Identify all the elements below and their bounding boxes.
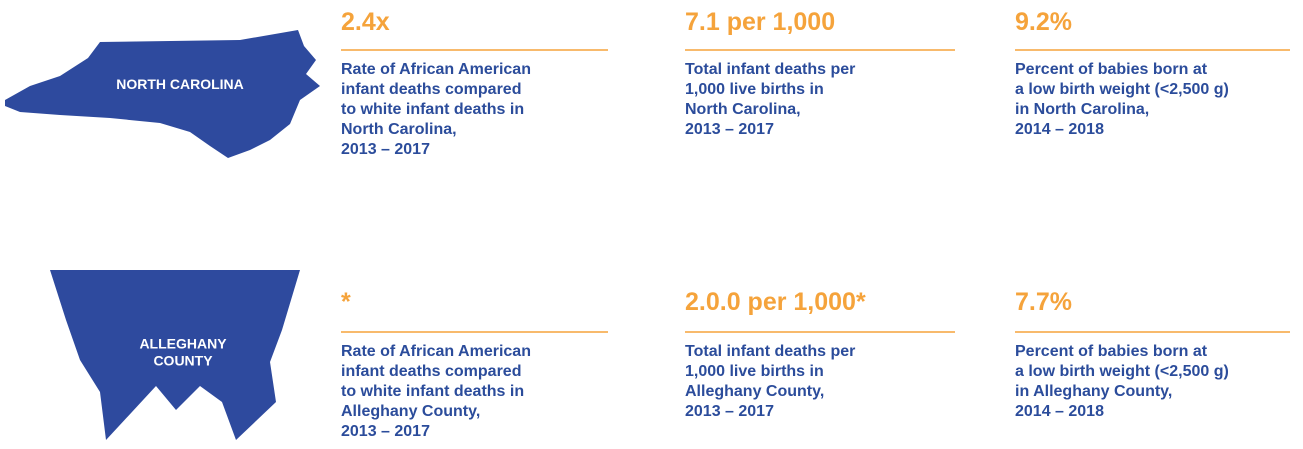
stat-description: infant deaths compared [341, 81, 521, 98]
stat-description: 1,000 live births in [685, 363, 824, 380]
stat-description: 2014 – 2018 [1015, 403, 1104, 420]
stat-description: North Carolina, [685, 101, 801, 118]
stat-description: to white infant deaths in [341, 101, 524, 118]
stat-description: Total infant deaths per [685, 61, 855, 78]
alleghany-county-map [50, 270, 300, 440]
stat-description: 2014 – 2018 [1015, 121, 1104, 138]
stat-description: 2013 – 2017 [341, 423, 430, 440]
region-label: COUNTY [153, 353, 213, 369]
north-carolina-map [5, 30, 320, 158]
region-label: NORTH CAROLINA [116, 76, 244, 92]
stat-description: a low birth weight (<2,500 g) [1015, 363, 1229, 380]
stat-description: 1,000 live births in [685, 81, 824, 98]
stat-value: 2.4x [341, 8, 390, 36]
stat-value: * [341, 288, 351, 316]
stat-description: in Alleghany County, [1015, 383, 1172, 400]
region-label: ALLEGHANY [139, 336, 227, 352]
stat-description: Total infant deaths per [685, 343, 855, 360]
stat-value: 7.1 per 1,000 [685, 8, 835, 36]
stat-value: 7.7% [1015, 288, 1072, 316]
stat-description: Percent of babies born at [1015, 343, 1208, 360]
stat-description: Alleghany County, [685, 383, 824, 400]
stat-description: in North Carolina, [1015, 101, 1149, 118]
stat-description: a low birth weight (<2,500 g) [1015, 81, 1229, 98]
stat-value: 9.2% [1015, 8, 1072, 36]
stat-description: Alleghany County, [341, 403, 480, 420]
stat-description: 2013 – 2017 [341, 141, 430, 158]
stat-description: Rate of African American [341, 343, 531, 360]
stat-description: 2013 – 2017 [685, 403, 774, 420]
stat-description: infant deaths compared [341, 363, 521, 380]
stat-description: Rate of African American [341, 61, 531, 78]
stat-description: Percent of babies born at [1015, 61, 1208, 78]
stat-description: to white infant deaths in [341, 383, 524, 400]
stat-description: 2013 – 2017 [685, 121, 774, 138]
stat-value: 2.0.0 per 1,000* [685, 288, 866, 316]
stat-description: North Carolina, [341, 121, 457, 138]
